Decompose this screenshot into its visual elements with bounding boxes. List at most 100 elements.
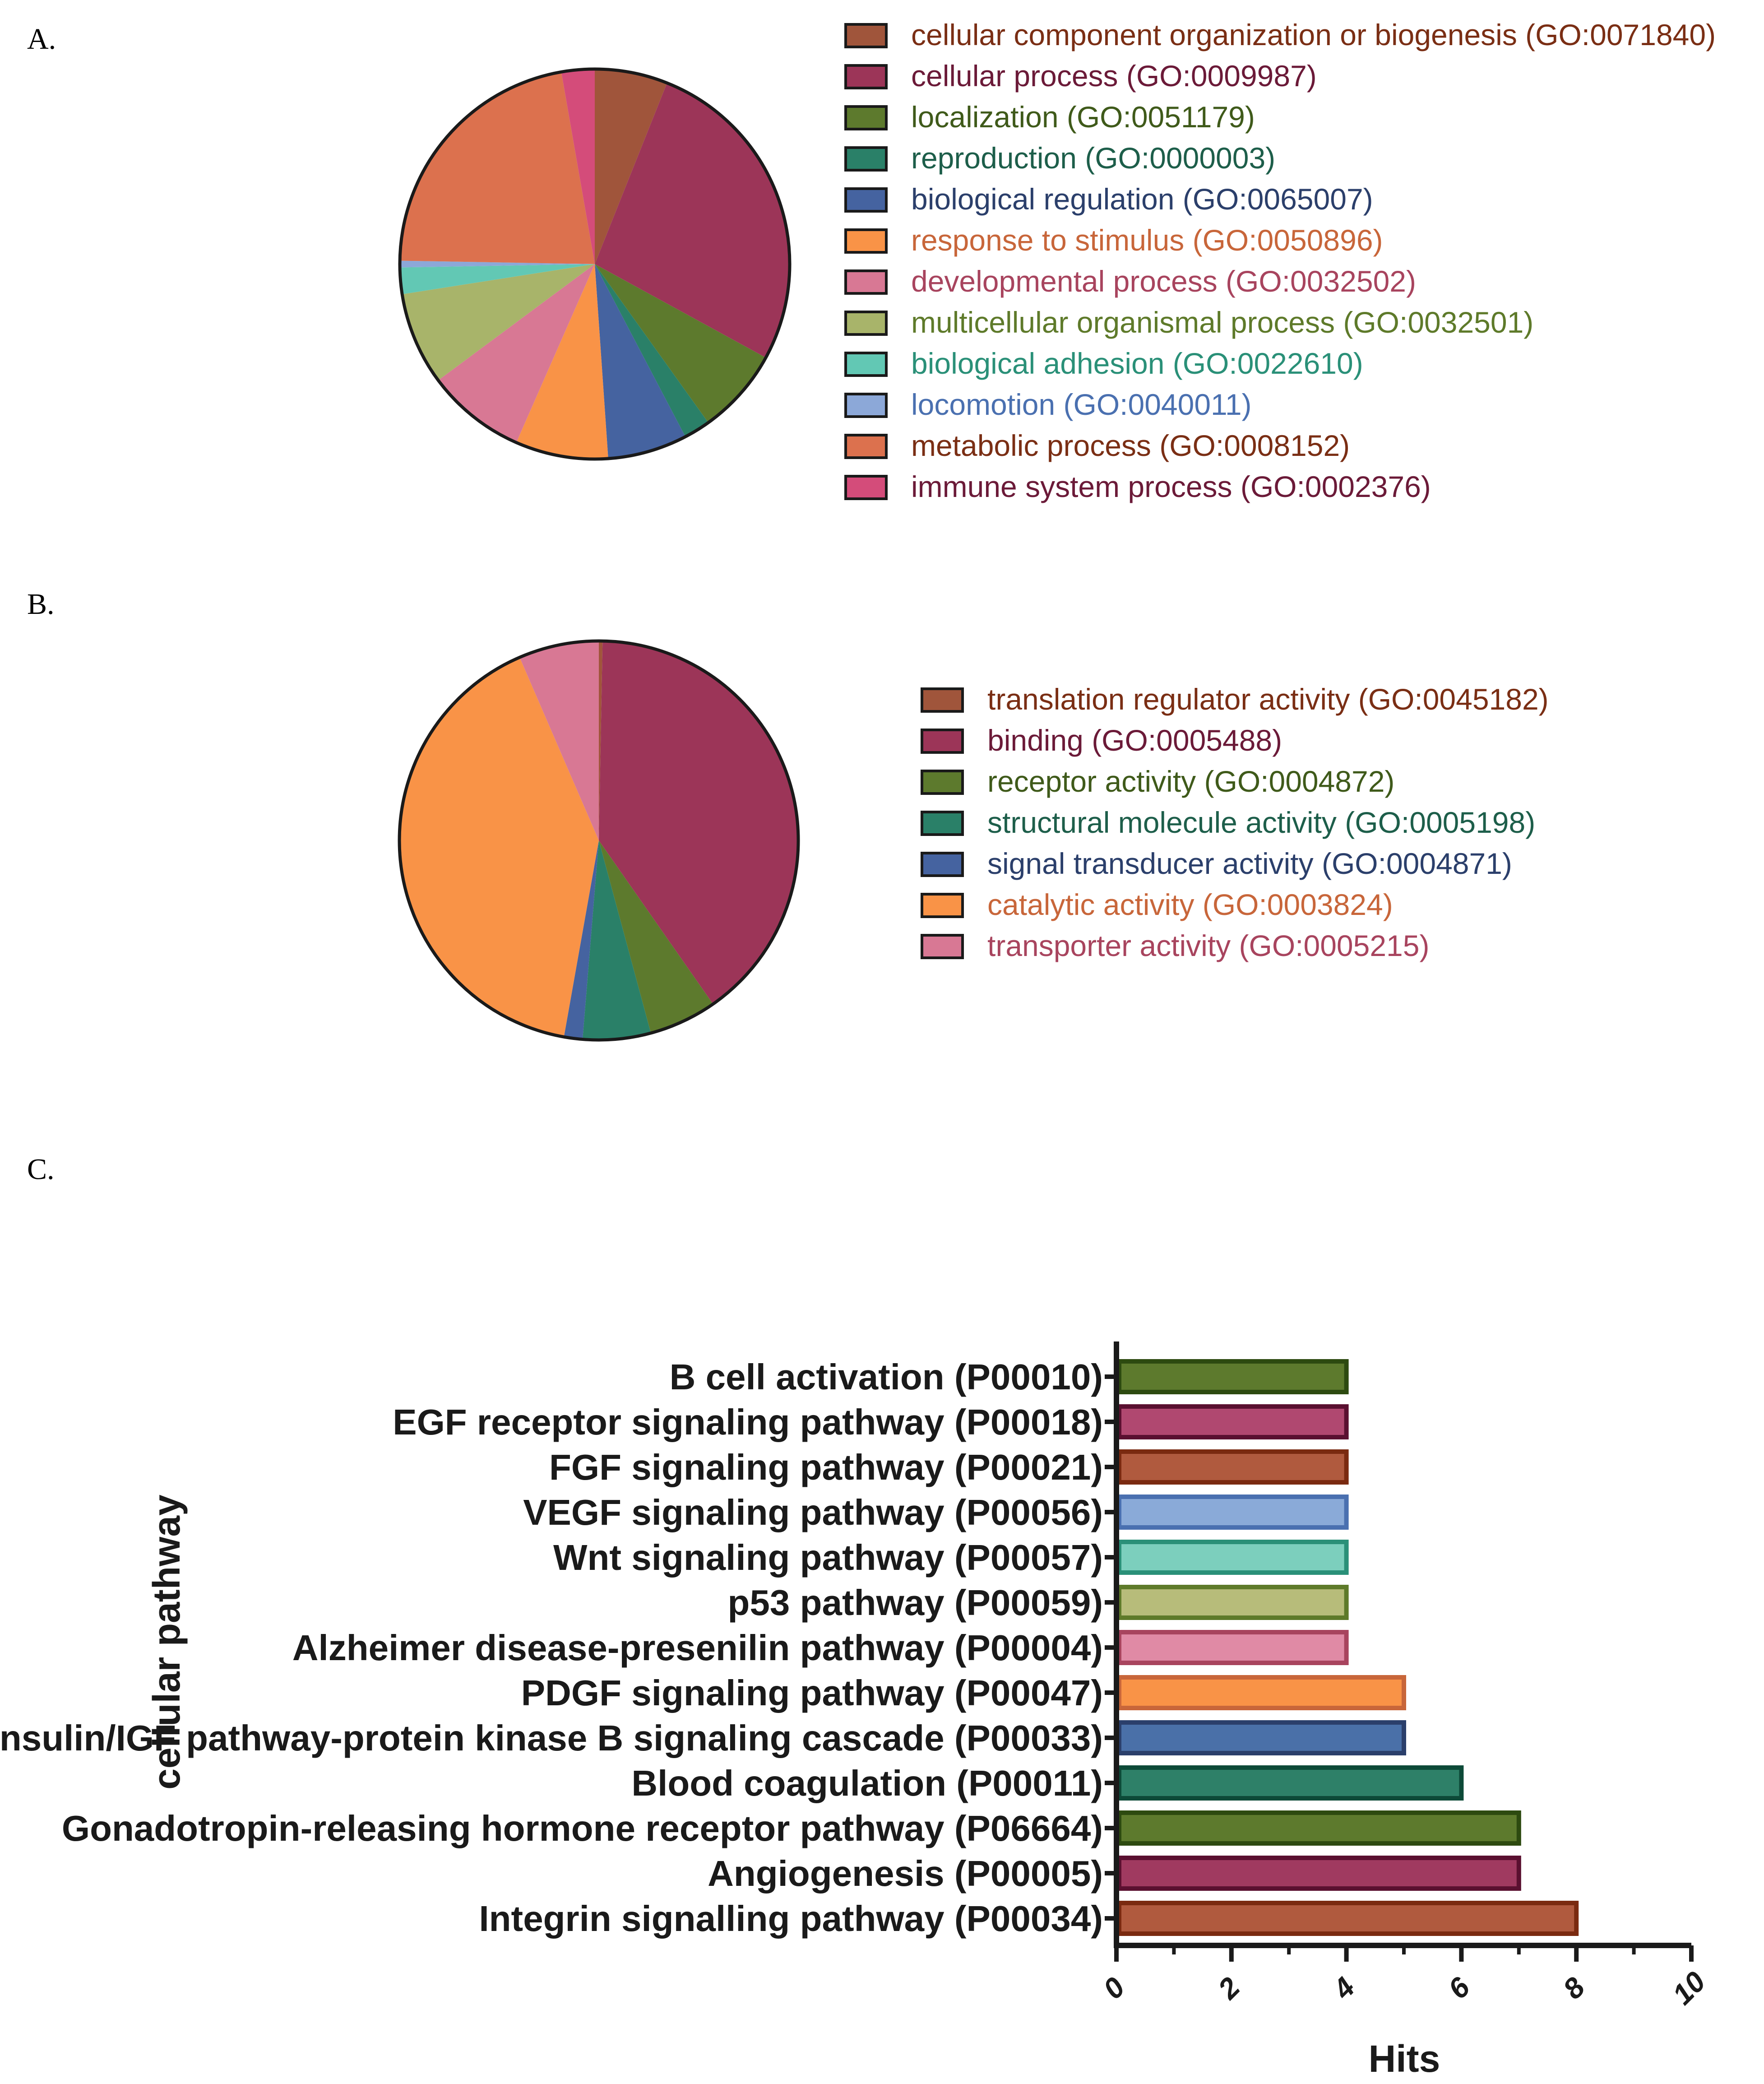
panel-label-c: C.: [27, 1153, 55, 1186]
legend-b: translation regulator activity (GO:00451…: [921, 682, 1549, 962]
legend-label: cellular component organization or bioge…: [911, 18, 1716, 51]
bar-chart-c: B cell activation (P00010) EGF receptor s…: [0, 1341, 1712, 2080]
pie-slice: [561, 69, 595, 264]
x-tick-label: 4: [1326, 1971, 1361, 2005]
legend-swatch: [921, 893, 964, 918]
pie-slice: [599, 840, 713, 1033]
legend-swatch: [921, 770, 964, 795]
bar: [1117, 1495, 1349, 1530]
x-tick-label: 2: [1211, 1971, 1246, 2005]
legend-swatch: [844, 434, 888, 459]
legend-swatch: [844, 269, 888, 295]
category-label: Gonadotropin-releasing hormone receptor …: [62, 1808, 1103, 1848]
bar: [1117, 1404, 1349, 1439]
pie-slice: [595, 83, 790, 358]
pie-slice: [595, 264, 766, 423]
category-label: Wnt signaling pathway (P00057): [553, 1537, 1103, 1578]
legend-label: signal transducer activity (GO:0004871): [987, 847, 1512, 880]
legend-swatch: [921, 687, 964, 713]
bar: [1117, 1449, 1349, 1485]
legend-swatch: [844, 64, 888, 89]
pie-slice: [400, 260, 595, 268]
legend-label: localization (GO:0051179): [911, 100, 1255, 134]
bar: [1117, 1901, 1579, 1936]
legend-swatch: [921, 852, 964, 877]
legend-swatch: [921, 811, 964, 836]
legend-swatch: [921, 934, 964, 959]
bar: [1117, 1585, 1349, 1620]
pie-slice: [595, 264, 685, 459]
legend-swatch: [844, 146, 888, 172]
pie-slice: [595, 69, 667, 264]
legend-a: cellular component organization or bioge…: [844, 18, 1716, 503]
legend-label: multicellular organismal process (GO:003…: [911, 306, 1533, 339]
legend-swatch: [844, 105, 888, 130]
legend-label: developmental process (GO:0032502): [911, 265, 1416, 298]
category-label: PDGF signaling pathway (P00047): [521, 1673, 1103, 1713]
legend-label: biological regulation (GO:0065007): [911, 182, 1373, 216]
category-label: VEGF signaling pathway (P00056): [523, 1492, 1103, 1532]
pie-slice: [582, 840, 651, 1040]
pie-slice: [400, 264, 595, 294]
legend-swatch: [844, 228, 888, 254]
pie-chart-a: [398, 67, 792, 461]
bar: [1117, 1856, 1521, 1891]
legend-swatch: [844, 23, 888, 48]
pie-slice: [516, 264, 608, 459]
pie-slice: [595, 264, 708, 437]
category-label: B cell activation (P00010): [670, 1357, 1103, 1397]
x-axis-title: Hits: [1369, 2038, 1440, 2080]
pie-slice: [400, 72, 595, 264]
legend-swatch: [844, 393, 888, 418]
pie-slice: [438, 264, 595, 443]
pie-slice: [599, 641, 799, 1004]
pie-slice: [399, 657, 599, 1037]
pie-slice: [599, 641, 603, 840]
legend-swatch: [844, 311, 888, 336]
legend-label: binding (GO:0005488): [987, 724, 1282, 757]
bar: [1117, 1359, 1349, 1394]
bar: [1117, 1675, 1406, 1710]
legend-label: locomotion (GO:0040011): [911, 388, 1252, 421]
category-label: Alzheimer disease-presenilin pathway (P0…: [292, 1628, 1103, 1668]
legend-label: translation regulator activity (GO:00451…: [987, 682, 1549, 716]
pie-outline: [398, 67, 792, 461]
x-tick-label: 8: [1557, 1971, 1591, 2005]
legend-label: cellular process (GO:0009987): [911, 59, 1317, 93]
x-tick-label: 10: [1666, 1965, 1712, 2011]
legend-label: structural molecule activity (GO:0005198…: [987, 806, 1535, 839]
legend-label: transporter activity (GO:0005215): [987, 929, 1429, 962]
legend-label: receptor activity (GO:0004872): [987, 765, 1394, 798]
legend-swatch: [844, 352, 888, 377]
legend-label: metabolic process (GO:0008152): [911, 429, 1350, 462]
pie-outline: [398, 639, 800, 1042]
legend-label: response to stimulus (GO:0050896): [911, 223, 1383, 257]
bar: [1117, 1630, 1349, 1665]
y-axis-title: cellular pathway: [145, 1495, 188, 1790]
category-label: Integrin signalling pathway (P00034): [479, 1898, 1103, 1939]
legend-swatch: [844, 475, 888, 500]
legend-label: reproduction (GO:0000003): [911, 141, 1275, 175]
legend-label: immune system process (GO:0002376): [911, 470, 1431, 503]
panel-label-b: B.: [27, 588, 55, 621]
pie-slice: [564, 840, 599, 1040]
x-tick-label: 6: [1442, 1971, 1476, 2005]
bar: [1117, 1765, 1464, 1801]
legend-label: biological adhesion (GO:0022610): [911, 347, 1363, 380]
pie-slice: [402, 264, 595, 381]
panel-label-a: A.: [27, 23, 56, 56]
legend-label: catalytic activity (GO:0003824): [987, 888, 1393, 921]
legend-swatch: [844, 187, 888, 213]
pie-slice: [519, 641, 599, 840]
category-label: EGF receptor signaling pathway (P00018): [393, 1402, 1103, 1442]
bar: [1117, 1720, 1406, 1755]
bar: [1117, 1810, 1521, 1846]
bar: [1117, 1540, 1349, 1575]
legend-swatch: [921, 729, 964, 754]
x-tick-label: 0: [1097, 1971, 1131, 2005]
category-label: p53 pathway (P00059): [728, 1583, 1103, 1623]
category-label: Insulin/IGF pathway-protein kinase B sig…: [0, 1718, 1103, 1758]
category-label: FGF signaling pathway (P00021): [549, 1447, 1103, 1487]
category-label: Angiogenesis (P00005): [708, 1853, 1103, 1894]
